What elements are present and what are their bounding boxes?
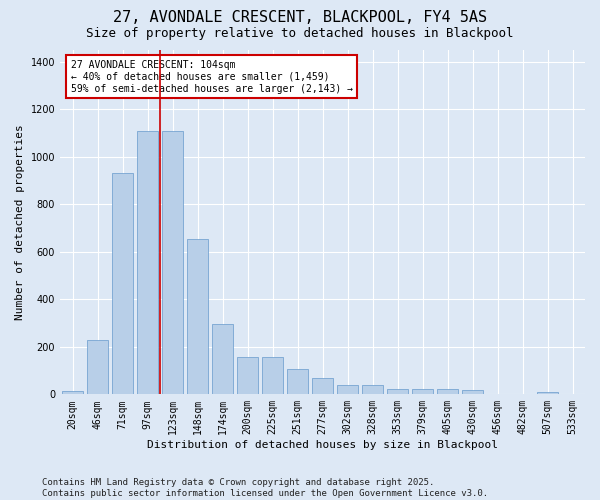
Bar bbox=[462, 390, 483, 394]
Y-axis label: Number of detached properties: Number of detached properties bbox=[15, 124, 25, 320]
Bar bbox=[362, 386, 383, 394]
Text: Size of property relative to detached houses in Blackpool: Size of property relative to detached ho… bbox=[86, 28, 514, 40]
Text: 27 AVONDALE CRESCENT: 104sqm
← 40% of detached houses are smaller (1,459)
59% of: 27 AVONDALE CRESCENT: 104sqm ← 40% of de… bbox=[71, 60, 353, 94]
Bar bbox=[212, 324, 233, 394]
Text: Contains HM Land Registry data © Crown copyright and database right 2025.
Contai: Contains HM Land Registry data © Crown c… bbox=[42, 478, 488, 498]
Bar bbox=[237, 357, 258, 395]
Bar bbox=[287, 370, 308, 394]
Bar bbox=[437, 389, 458, 394]
Bar bbox=[537, 392, 558, 394]
X-axis label: Distribution of detached houses by size in Blackpool: Distribution of detached houses by size … bbox=[147, 440, 498, 450]
Bar bbox=[162, 130, 183, 394]
Bar bbox=[187, 239, 208, 394]
Bar bbox=[87, 340, 108, 394]
Bar bbox=[312, 378, 333, 394]
Bar bbox=[262, 357, 283, 395]
Bar bbox=[337, 386, 358, 394]
Bar bbox=[137, 130, 158, 394]
Bar bbox=[62, 391, 83, 394]
Bar bbox=[112, 174, 133, 394]
Text: 27, AVONDALE CRESCENT, BLACKPOOL, FY4 5AS: 27, AVONDALE CRESCENT, BLACKPOOL, FY4 5A… bbox=[113, 10, 487, 25]
Bar bbox=[412, 389, 433, 394]
Bar bbox=[387, 389, 408, 394]
